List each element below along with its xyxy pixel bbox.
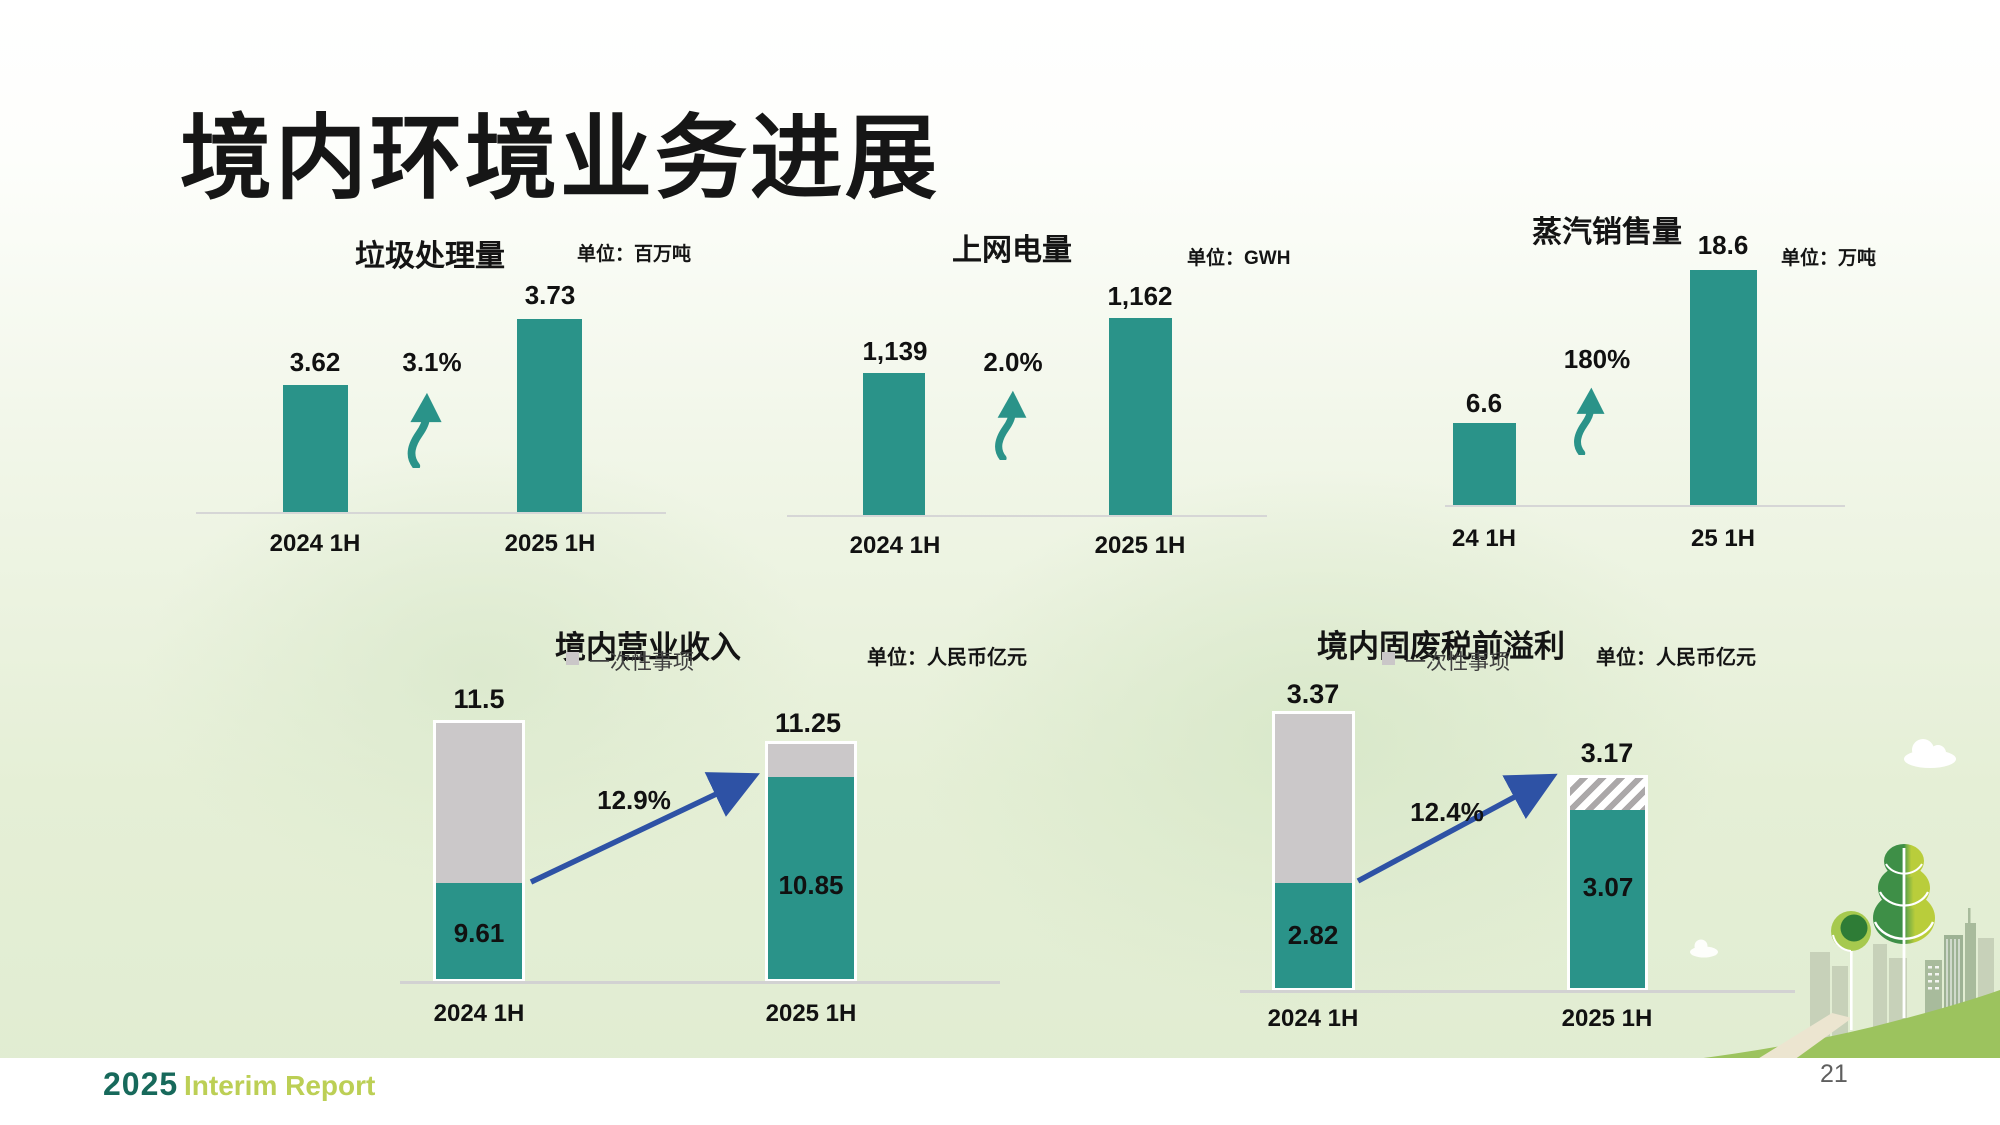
chart-title: 境内固废税前溢利 bbox=[1317, 628, 1565, 664]
growth-rate-label: 2.0% bbox=[983, 347, 1043, 377]
bar-value-label: 6.6 bbox=[1465, 388, 1503, 418]
x-axis-label: 2024 1H bbox=[433, 1000, 525, 1027]
one-time-items-segment bbox=[768, 744, 854, 777]
bar-main-value-label: 2.82 bbox=[1287, 920, 1339, 950]
growth-rate-label: 12.9% bbox=[597, 785, 671, 815]
green-hill bbox=[1688, 990, 2000, 1060]
bar-2025-1h bbox=[517, 319, 582, 513]
stacked-bar-2024-1h bbox=[433, 720, 525, 982]
x-axis-label: 24 1H bbox=[1451, 525, 1517, 552]
x-axis-label: 25 1H bbox=[1690, 525, 1756, 552]
bar-total-label: 3.37 bbox=[1286, 679, 1340, 709]
bar-value-label: 1,139 bbox=[862, 336, 928, 366]
growth-rate-label: 12.4% bbox=[1410, 797, 1484, 827]
one-time-items-hatched-segment bbox=[1570, 778, 1645, 810]
legend-swatch-one-time-items bbox=[1382, 652, 1395, 665]
growth-rate-label: 3.1% bbox=[402, 347, 462, 377]
bar-value-label: 3.62 bbox=[289, 347, 341, 377]
chart-title: 垃圾处理量 bbox=[355, 239, 505, 273]
chart-unit-label: 单位：百万吨 bbox=[577, 244, 692, 265]
bar-main-value-label: 10.85 bbox=[778, 870, 844, 900]
chart-unit-label: 单位：人民币亿元 bbox=[1596, 647, 1756, 669]
bar-value-label: 1,162 bbox=[1107, 281, 1173, 311]
footer-logo-text: Interim Report bbox=[184, 1070, 376, 1101]
footer-logo-year: 2025 bbox=[103, 1066, 179, 1102]
recurring-segment bbox=[436, 883, 522, 979]
legend-swatch-one-time-items bbox=[566, 652, 579, 665]
x-axis-line bbox=[1445, 505, 1845, 507]
bar-2024-1h bbox=[863, 373, 925, 515]
growth-up-arrow-icon bbox=[407, 392, 442, 468]
x-axis-label: 2024 1H bbox=[849, 532, 941, 559]
stacked-bar-2025-1h bbox=[1567, 775, 1648, 991]
chart-unit-label: 单位：万吨 bbox=[1781, 248, 1877, 269]
tree-icon bbox=[1873, 844, 1935, 1018]
x-axis-label: 2025 1H bbox=[1561, 1005, 1653, 1032]
growth-up-arrow-icon bbox=[1574, 387, 1605, 455]
stacked-bar-2024-1h bbox=[1272, 711, 1355, 991]
bar-25-1h bbox=[1690, 270, 1757, 506]
bar-value-label: 3.73 bbox=[524, 280, 576, 310]
page-number: 21 bbox=[1820, 1060, 1848, 1088]
x-axis-label: 2024 1H bbox=[269, 530, 361, 557]
cloud-icon bbox=[1904, 739, 1956, 768]
cloud-icon bbox=[1690, 939, 1718, 958]
page-title: 境内环境业务进展 bbox=[180, 107, 941, 210]
x-axis-label: 2025 1H bbox=[504, 530, 596, 557]
one-time-items-segment bbox=[1275, 714, 1352, 883]
x-axis-line bbox=[1240, 990, 1795, 993]
recurring-segment bbox=[768, 777, 854, 979]
x-axis-label: 2025 1H bbox=[765, 1000, 857, 1027]
stacked-bar-2025-1h bbox=[765, 741, 857, 982]
footer-band bbox=[0, 1058, 2000, 1125]
growth-trend-arrow-icon bbox=[1356, 773, 1558, 884]
chart-unit-label: 单位：人民币亿元 bbox=[867, 647, 1027, 669]
bar-total-label: 11.5 bbox=[453, 684, 505, 714]
chart-title: 上网电量 bbox=[952, 233, 1072, 267]
x-axis-line bbox=[400, 981, 1000, 984]
bar-main-value-label: 9.61 bbox=[453, 918, 505, 948]
tree-icon bbox=[1831, 911, 1871, 1030]
x-axis-label: 2025 1H bbox=[1094, 532, 1186, 559]
path-walkway bbox=[1756, 1013, 1852, 1060]
chart-unit-label: 单位：GWH bbox=[1187, 248, 1291, 269]
chart-title: 境内营业收入 bbox=[555, 629, 741, 665]
legend-label: 一次性事项 bbox=[589, 651, 694, 674]
bar-24-1h bbox=[1453, 423, 1516, 506]
bar-total-label: 11.25 bbox=[774, 708, 842, 738]
bar-total-label: 3.17 bbox=[1580, 738, 1634, 768]
recurring-segment bbox=[1275, 883, 1352, 988]
recurring-segment bbox=[1570, 810, 1645, 988]
legend-label: 一次性事项 bbox=[1405, 651, 1510, 674]
growth-up-arrow-icon bbox=[995, 390, 1027, 460]
landscape-illustration bbox=[1688, 739, 2000, 1060]
x-axis-label: 2024 1H bbox=[1267, 1005, 1359, 1032]
one-time-items-segment bbox=[436, 723, 522, 883]
growth-trend-arrow-icon bbox=[529, 772, 760, 885]
bar-2024-1h bbox=[283, 385, 348, 513]
chart-title: 蒸汽销售量 bbox=[1532, 215, 1682, 249]
growth-rate-label: 180% bbox=[1563, 344, 1631, 374]
x-axis-line bbox=[787, 515, 1267, 517]
bar-main-value-label: 3.07 bbox=[1582, 872, 1634, 902]
bar-2025-1h bbox=[1109, 318, 1172, 515]
x-axis-line bbox=[196, 512, 666, 514]
bar-value-label: 18.6 bbox=[1697, 230, 1749, 260]
